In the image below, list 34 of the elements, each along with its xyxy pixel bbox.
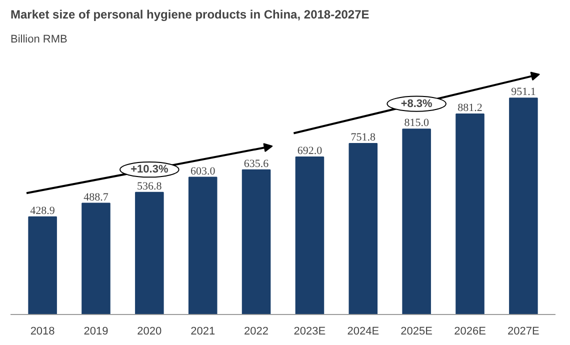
- data-label: 603.0: [190, 165, 216, 178]
- annotation: +10.3%: [130, 164, 168, 176]
- bar: [82, 202, 110, 314]
- data-label: 881.2: [458, 102, 482, 114]
- x-tick-label: 2026E: [454, 326, 486, 338]
- bar: [295, 156, 324, 314]
- bar: [456, 114, 484, 314]
- chart-subtitle: Billion RMB: [10, 34, 68, 46]
- x-tick-label: 2025E: [400, 326, 432, 338]
- data-label: 951.1: [511, 86, 536, 98]
- x-tick-label: 2023E: [294, 326, 326, 338]
- annotation: +8.3%: [400, 98, 433, 110]
- data-label: 635.6: [244, 158, 270, 170]
- data-label: 751.8: [350, 131, 376, 144]
- bar: [509, 98, 538, 314]
- data-label: 488.7: [84, 191, 109, 204]
- x-tick-label: 2027E: [508, 326, 540, 338]
- bar: [135, 192, 164, 314]
- bar: [242, 169, 271, 314]
- bar: [402, 128, 431, 314]
- data-label: 815.0: [404, 117, 430, 130]
- chart-title: Market size of personal hygiene products in China, 2018-2027E: [10, 8, 370, 22]
- bar: [28, 216, 57, 314]
- x-tick-label: 2024E: [347, 326, 380, 338]
- x-tick-label: 2019: [84, 326, 108, 338]
- data-label: 428.9: [30, 204, 56, 217]
- data-label: 536.8: [137, 180, 162, 192]
- x-tick-label: 2021: [190, 326, 216, 338]
- x-tick-label: 2022: [244, 326, 269, 338]
- bar: [188, 176, 218, 314]
- x-tick-label: 2018: [30, 326, 55, 338]
- bar: [348, 142, 378, 314]
- data-label: 692.0: [297, 145, 323, 158]
- x-tick-label: 2020: [137, 326, 162, 338]
